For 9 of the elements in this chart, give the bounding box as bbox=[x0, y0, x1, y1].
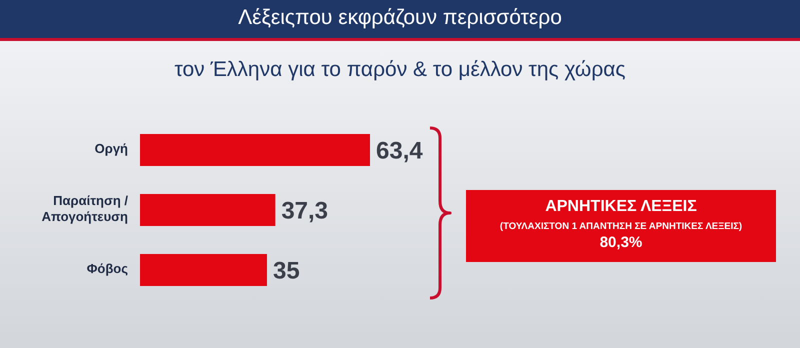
chart-subtitle: τον Έλληνα για το παρόν & το μέλλον της χώρας bbox=[173, 58, 627, 82]
callout-box: ΑΡΝΗΤΙΚΕΣ ΛΕΞΕΙΣ (ΤΟΥΛΑΧΙΣΤΟΝ 1 ΑΠΑΝΤΗΣΗ ΣΕ ΑΡΝΗΤΙΚΕΣ ΛΕΞΕΙΣ) 80,3% bbox=[466, 190, 776, 262]
y-tick-label: Παραίτηση / Απογοήτευση bbox=[42, 193, 128, 224]
y-tick-label: Φόβος bbox=[86, 261, 128, 276]
chart-title: Λέξειςπου εκφράζουν περισσότερο bbox=[237, 6, 563, 30]
y-tick-label: Οργή bbox=[94, 141, 128, 156]
data-label: 63,4 bbox=[376, 138, 424, 165]
data-label: 37,3 bbox=[281, 198, 328, 225]
data-label: 35 bbox=[272, 258, 300, 285]
